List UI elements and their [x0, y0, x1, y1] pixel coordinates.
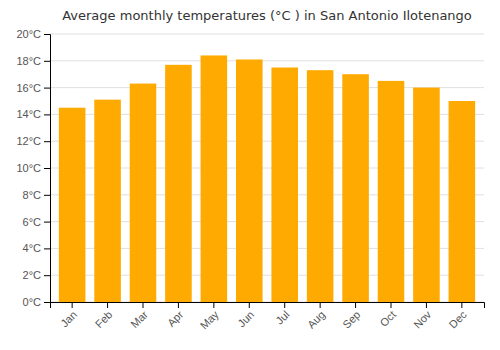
bar: [201, 55, 228, 302]
tick-label: Dec: [447, 308, 470, 331]
tick-label: Jul: [273, 308, 291, 326]
tick-mark: [284, 302, 285, 308]
y-tick: 4°C: [23, 242, 50, 254]
tick-label: 0°C: [23, 296, 42, 308]
grid: [50, 34, 484, 302]
tick-mark: [213, 302, 214, 308]
axis-line: [51, 303, 485, 309]
tick-mark: [426, 302, 427, 308]
tick-mark: [44, 61, 50, 62]
x-tick: Dec: [447, 302, 470, 331]
tick-label: 20°C: [16, 28, 41, 40]
y-tick: 14°C: [16, 108, 50, 120]
tick-mark: [461, 302, 462, 308]
y-tick: 2°C: [23, 269, 50, 281]
tick-mark: [320, 302, 321, 308]
y-tick: 8°C: [23, 189, 50, 201]
y-tick: 16°C: [16, 82, 50, 94]
y-tick: 12°C: [16, 135, 50, 147]
tick-mark: [44, 141, 50, 142]
tick-mark: [44, 248, 50, 249]
bar: [236, 59, 263, 302]
tick-label: Sep: [340, 308, 362, 330]
y-tick: 20°C: [16, 28, 50, 40]
tick-label: 10°C: [16, 162, 41, 174]
tick-mark: [355, 302, 356, 308]
tick-label: Feb: [93, 308, 115, 330]
bar: [413, 88, 440, 302]
bars: [59, 55, 475, 302]
x-tick: Oct: [377, 302, 398, 329]
tick-mark: [143, 302, 144, 308]
tick-label: Mar: [128, 308, 150, 330]
tick-mark: [178, 302, 179, 308]
tick-mark: [44, 195, 50, 196]
bar: [165, 65, 192, 302]
bar: [342, 74, 369, 302]
x-axis: Jan Feb Mar Apr May Jun Jul Aug Sep Oct Nov Dec: [51, 302, 485, 331]
bar: [59, 108, 86, 302]
x-tick: Feb: [93, 302, 115, 330]
tick-label: 12°C: [16, 135, 41, 147]
tick-label: 6°C: [23, 216, 42, 228]
y-tick: 6°C: [23, 216, 50, 228]
x-tick: Nov: [411, 302, 434, 331]
x-tick: Jan: [58, 302, 79, 329]
bar: [94, 100, 121, 302]
tick-label: May: [198, 308, 222, 332]
bar: [130, 84, 157, 302]
tick-mark: [44, 222, 50, 223]
bar: [307, 70, 334, 302]
tick-label: 8°C: [23, 189, 42, 201]
tick-label: 4°C: [23, 242, 42, 254]
tick-mark: [44, 302, 50, 303]
grid-line: [50, 60, 484, 61]
y-tick: 18°C: [16, 55, 50, 67]
y-tick: 0°C: [23, 296, 50, 308]
x-tick: May: [198, 302, 222, 331]
tick-label: Apr: [165, 308, 186, 329]
tick-label: Aug: [305, 308, 327, 330]
axis-line: [44, 35, 51, 303]
title: Average monthly temperatures (°C ) in Sa…: [62, 8, 472, 23]
tick-label: 14°C: [16, 108, 41, 120]
tick-mark: [249, 302, 250, 308]
x-tick: Sep: [340, 302, 362, 331]
x-tick: Aug: [305, 302, 327, 331]
tick-label: Oct: [377, 308, 398, 329]
bar: [378, 81, 405, 302]
tick-mark: [107, 302, 108, 308]
chart: 0°C 2°C 4°C 6°C 8°C 10°C 12°C 14°C 16°C 18°C 20°C J…: [0, 0, 500, 350]
tick-label: 16°C: [16, 82, 41, 94]
tick-label: Nov: [411, 308, 434, 331]
tick-mark: [44, 168, 50, 169]
x-tick: Jun: [235, 302, 256, 329]
x-tick: Apr: [165, 302, 186, 329]
tick-mark: [44, 114, 50, 115]
tick-label: Jan: [58, 308, 79, 329]
tick-mark: [44, 88, 50, 89]
tick-mark: [72, 302, 73, 308]
tick-label: 18°C: [16, 55, 41, 67]
tick-label: Jun: [235, 308, 256, 329]
tick-mark: [391, 302, 392, 308]
x-tick: Mar: [128, 302, 150, 330]
plot: 0°C 2°C 4°C 6°C 8°C 10°C 12°C 14°C 16°C 18°C 20°C J…: [16, 28, 484, 331]
tick-label: 2°C: [23, 269, 42, 281]
bar: [449, 101, 476, 302]
y-tick: 10°C: [16, 162, 50, 174]
tick-mark: [44, 34, 50, 35]
grid-line: [50, 34, 484, 35]
x-tick: Jul: [273, 302, 291, 327]
bar: [271, 68, 298, 303]
tick-mark: [44, 275, 50, 276]
y-axis: 0°C 2°C 4°C 6°C 8°C 10°C 12°C 14°C 16°C 18°C 20°C: [16, 28, 50, 308]
